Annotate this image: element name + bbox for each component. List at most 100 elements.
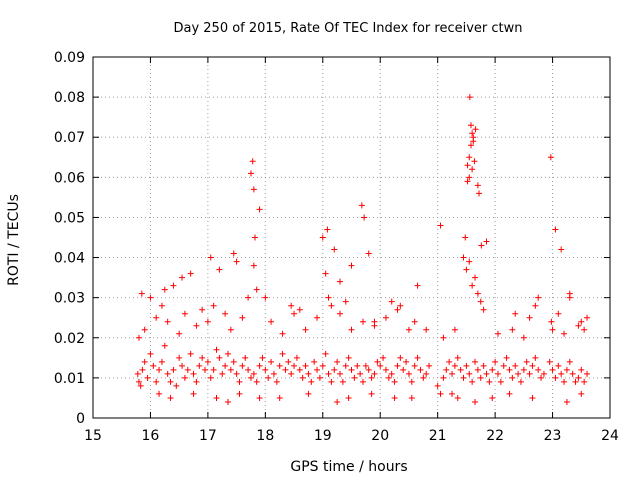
data-point xyxy=(472,358,479,365)
data-point xyxy=(213,394,220,401)
data-point xyxy=(158,302,165,309)
data-point xyxy=(144,374,151,381)
data-point xyxy=(199,306,206,313)
data-point xyxy=(391,394,398,401)
data-point xyxy=(515,370,522,377)
data-point xyxy=(532,302,539,309)
data-point xyxy=(245,294,252,301)
data-point xyxy=(411,318,418,325)
data-point xyxy=(503,354,510,361)
data-point xyxy=(584,370,591,377)
data-point xyxy=(469,282,476,289)
data-point xyxy=(348,262,355,269)
x-tick-label: 22 xyxy=(486,428,504,444)
data-point xyxy=(135,378,142,385)
data-point xyxy=(385,374,392,381)
data-point xyxy=(334,358,341,365)
data-point xyxy=(256,362,263,369)
data-point xyxy=(134,370,141,377)
data-point xyxy=(449,390,456,397)
data-point xyxy=(382,366,389,373)
data-point xyxy=(563,366,570,373)
y-tick-label: 0.02 xyxy=(54,331,85,347)
data-point xyxy=(156,366,163,373)
data-point xyxy=(279,350,286,357)
data-point xyxy=(249,158,256,165)
data-point xyxy=(351,374,358,381)
data-point xyxy=(167,378,174,385)
data-point xyxy=(414,354,421,361)
data-point xyxy=(153,314,160,321)
data-point xyxy=(247,374,254,381)
data-point xyxy=(489,366,496,373)
data-point xyxy=(181,374,188,381)
data-point xyxy=(460,254,467,261)
data-point xyxy=(467,122,474,129)
data-point xyxy=(337,278,344,285)
data-point xyxy=(250,370,257,377)
data-point xyxy=(494,370,501,377)
x-tick-label: 16 xyxy=(142,428,160,444)
data-point xyxy=(256,206,263,213)
x-tick-label: 19 xyxy=(314,428,332,444)
axis-ticks xyxy=(92,56,611,419)
data-point xyxy=(137,382,144,389)
data-point xyxy=(388,370,395,377)
data-point xyxy=(359,378,366,385)
data-point xyxy=(566,294,573,301)
data-point xyxy=(239,362,246,369)
data-point xyxy=(411,362,418,369)
data-point xyxy=(270,370,277,377)
data-point xyxy=(325,370,332,377)
data-point xyxy=(463,266,470,273)
data-point xyxy=(397,302,404,309)
y-tick-label: 0 xyxy=(76,411,85,427)
data-point xyxy=(477,298,484,305)
data-point xyxy=(480,362,487,369)
y-axis-label: ROTI / TECUs xyxy=(6,194,22,286)
data-point xyxy=(308,378,315,385)
data-point xyxy=(138,290,145,297)
data-point xyxy=(222,362,229,369)
y-tick-label: 0.01 xyxy=(54,371,85,387)
data-point xyxy=(466,154,473,161)
data-point xyxy=(489,394,496,401)
data-point xyxy=(377,362,384,369)
data-point xyxy=(296,306,303,313)
data-point xyxy=(250,186,257,193)
data-point xyxy=(476,190,483,197)
data-point xyxy=(176,354,183,361)
data-point xyxy=(187,350,194,357)
data-point xyxy=(247,170,254,177)
data-point xyxy=(334,398,341,405)
data-point xyxy=(535,366,542,373)
data-point xyxy=(311,358,318,365)
y-tick-label: 0.03 xyxy=(54,291,85,307)
data-point xyxy=(251,234,258,241)
data-point xyxy=(549,366,556,373)
data-point xyxy=(345,394,352,401)
data-point xyxy=(135,334,142,341)
data-point xyxy=(483,238,490,245)
data-point xyxy=(219,370,226,377)
data-point xyxy=(199,354,206,361)
data-point xyxy=(464,178,471,185)
data-point xyxy=(454,394,461,401)
data-point xyxy=(460,374,467,381)
data-point xyxy=(462,234,469,241)
data-point xyxy=(179,362,186,369)
data-point xyxy=(457,366,464,373)
y-tick-label: 0.04 xyxy=(54,251,85,267)
data-point xyxy=(361,214,368,221)
data-point xyxy=(204,318,211,325)
data-point xyxy=(561,378,568,385)
data-point xyxy=(529,362,536,369)
data-point xyxy=(230,358,237,365)
data-point xyxy=(426,362,433,369)
data-point xyxy=(451,362,458,369)
data-point xyxy=(552,226,559,233)
data-point xyxy=(358,202,365,209)
data-point xyxy=(236,390,243,397)
data-point xyxy=(566,358,573,365)
data-point xyxy=(147,294,154,301)
